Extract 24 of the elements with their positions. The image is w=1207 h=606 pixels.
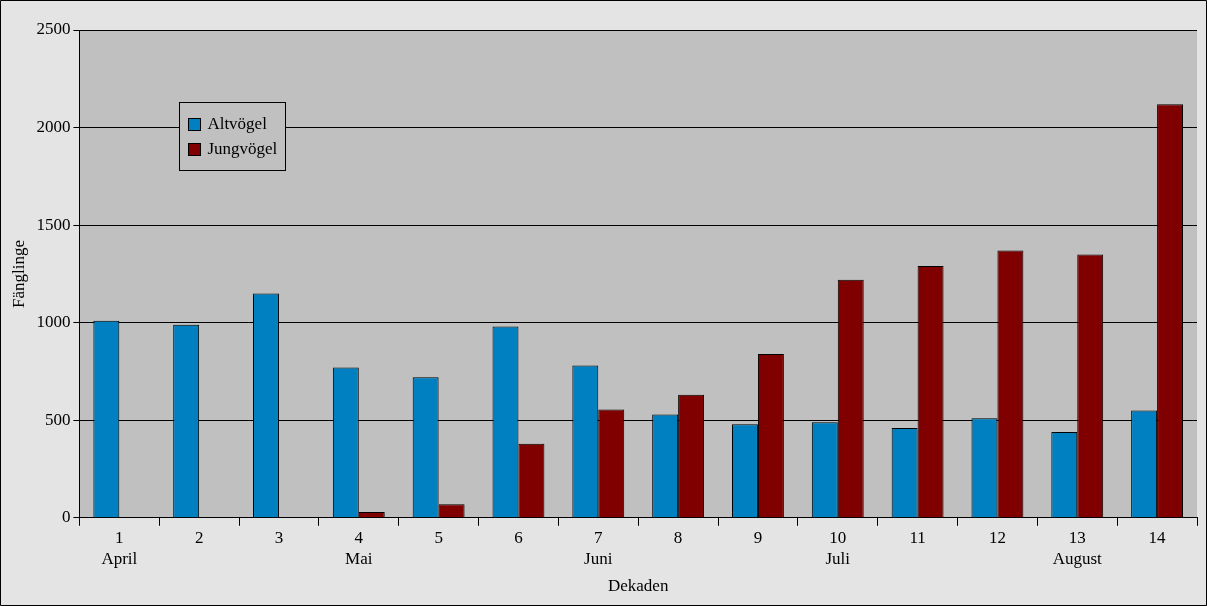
y-tick-label: 1000	[36, 312, 71, 332]
legend-label: Jungvögel	[207, 139, 278, 159]
legend-label: Altvögel	[207, 114, 267, 134]
x-tick-label: 10 Juli	[825, 528, 851, 568]
x-tick-label: 2	[194, 528, 204, 548]
x-tick-label: 14	[1148, 528, 1167, 548]
x-tick-label: 13 August	[1052, 528, 1103, 568]
x-tick-label: 12	[988, 528, 1006, 548]
y-tick-label: 2500	[36, 19, 71, 39]
x-axis-title: Dekaden	[607, 576, 669, 596]
y-tick-label: 1500	[36, 214, 71, 234]
y-tick-label: 500	[44, 409, 71, 429]
y-tick-label: 2000	[36, 117, 71, 137]
x-tick-label: 9	[753, 528, 763, 548]
x-tick-label: 8	[673, 528, 683, 548]
x-tick-label: 11	[909, 528, 926, 548]
x-tick-label: 5	[434, 528, 443, 548]
x-tick-label: 1 April	[101, 528, 138, 568]
x-tick-label: 4 Mai	[345, 528, 373, 568]
y-tick-label: 0	[61, 507, 71, 527]
x-tick-label: 7 Juni	[584, 528, 613, 568]
x-tick-label: 6	[514, 528, 523, 548]
y-axis-title: Fänglinge	[8, 239, 28, 308]
x-tick-label: 3	[274, 528, 284, 548]
